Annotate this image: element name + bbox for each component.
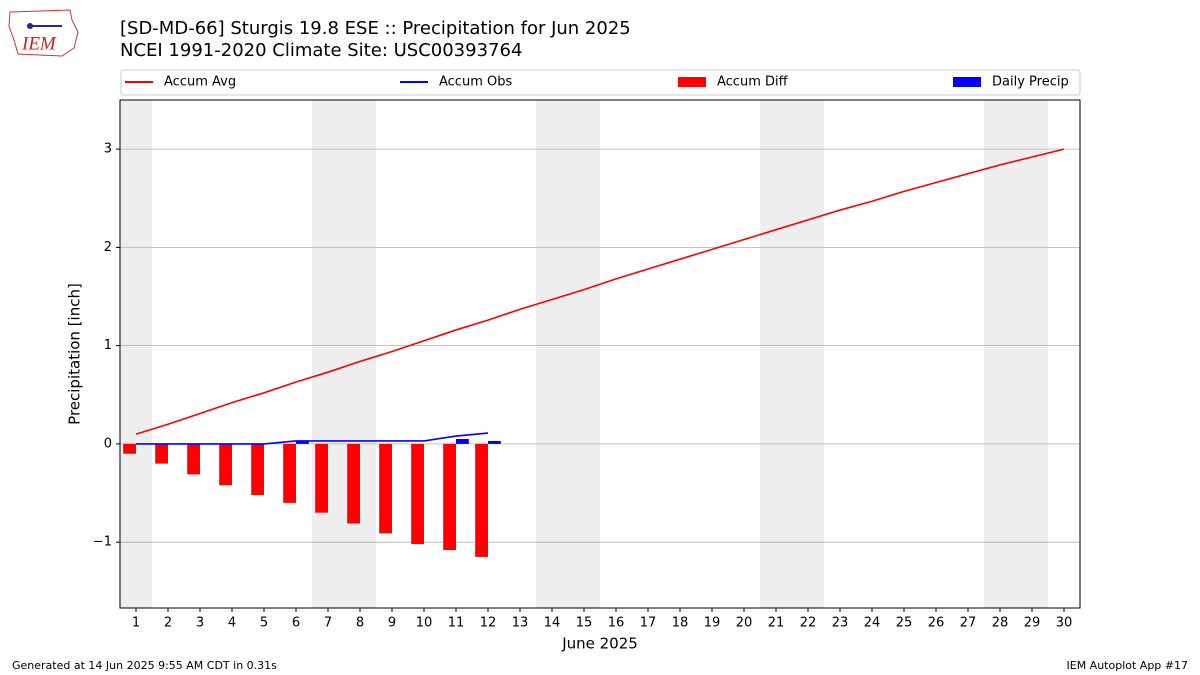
y-tick-label: 2 <box>104 240 112 255</box>
x-tick-label: 30 <box>1056 616 1073 631</box>
bar <box>456 438 469 444</box>
x-axis-label: June 2025 <box>561 635 638 653</box>
legend-label: Accum Obs <box>439 75 512 90</box>
bar <box>187 443 200 475</box>
bar <box>315 443 328 513</box>
bar <box>155 443 168 464</box>
x-tick-label: 10 <box>416 616 433 631</box>
footer-left: Generated at 14 Jun 2025 9:55 AM CDT in … <box>12 659 277 672</box>
x-tick-label: 16 <box>608 616 625 631</box>
weekend-shade <box>760 100 792 608</box>
x-tick-label: 17 <box>640 616 657 631</box>
weekend-shade <box>984 100 1016 608</box>
logo: IEM <box>8 9 79 57</box>
weekend-shade <box>312 100 344 608</box>
bar <box>219 443 232 486</box>
bar <box>443 443 456 551</box>
x-tick-label: 11 <box>448 616 465 631</box>
y-tick-label: 0 <box>104 436 112 451</box>
x-tick-label: 15 <box>576 616 593 631</box>
x-tick-label: 5 <box>260 616 268 631</box>
x-tick-label: 14 <box>544 616 561 631</box>
y-tick-label: 1 <box>104 338 112 353</box>
logo-dot <box>27 23 33 29</box>
x-tick-label: 13 <box>512 616 529 631</box>
legend-swatch <box>953 77 981 87</box>
bar <box>296 440 309 444</box>
legend-label: Accum Diff <box>717 75 789 90</box>
x-tick-label: 1 <box>132 616 140 631</box>
x-tick-label: 26 <box>928 616 945 631</box>
x-tick-label: 12 <box>480 616 497 631</box>
x-tick-label: 9 <box>388 616 396 631</box>
bar <box>488 440 501 444</box>
logo-text: IEM <box>21 33 57 54</box>
bar <box>411 443 424 545</box>
weekend-shade <box>536 100 568 608</box>
chart-subtitle: NCEI 1991-2020 Climate Site: USC00393764 <box>120 40 522 61</box>
bar <box>283 443 296 503</box>
line <box>135 148 1065 435</box>
x-tick-label: 21 <box>768 616 785 631</box>
footer-right: IEM Autoplot App #17 <box>1067 659 1189 672</box>
x-tick-label: 19 <box>704 616 721 631</box>
weekend-shade <box>344 100 376 608</box>
x-tick-label: 25 <box>896 616 913 631</box>
bar <box>475 443 488 557</box>
plot-frame <box>119 99 1081 609</box>
x-tick-label: 8 <box>356 616 364 631</box>
x-tick-label: 2 <box>164 616 172 631</box>
legend-label: Accum Avg <box>164 75 236 90</box>
x-tick-label: 28 <box>992 616 1009 631</box>
bar <box>379 443 392 534</box>
y-tick-label: 3 <box>104 142 112 157</box>
weekend-shade <box>792 100 824 608</box>
x-tick-label: 27 <box>960 616 977 631</box>
x-tick-label: 23 <box>832 616 849 631</box>
x-tick-label: 4 <box>228 616 236 631</box>
x-tick-label: 6 <box>292 616 300 631</box>
x-tick-label: 29 <box>1024 616 1041 631</box>
x-tick-label: 22 <box>800 616 817 631</box>
legend-label: Daily Precip <box>992 75 1069 90</box>
y-axis-label: Precipitation [inch] <box>66 283 84 425</box>
x-tick-label: 18 <box>672 616 689 631</box>
x-tick-label: 20 <box>736 616 753 631</box>
legend-box <box>120 69 1081 96</box>
x-tick-label: 24 <box>864 616 881 631</box>
chart-title: [SD-MD-66] Sturgis 19.8 ESE :: Precipita… <box>120 18 631 39</box>
logo-outline <box>8 9 79 57</box>
weekend-shade <box>568 100 600 608</box>
weekend-shade <box>1016 100 1048 608</box>
legend-swatch <box>678 77 706 87</box>
bar <box>347 443 360 524</box>
x-tick-label: 7 <box>324 616 332 631</box>
bar <box>123 443 136 454</box>
x-tick-label: 3 <box>196 616 204 631</box>
weekend-shade <box>120 100 152 608</box>
bar <box>251 443 264 496</box>
line <box>136 432 489 445</box>
y-tick-label: −1 <box>93 535 112 550</box>
